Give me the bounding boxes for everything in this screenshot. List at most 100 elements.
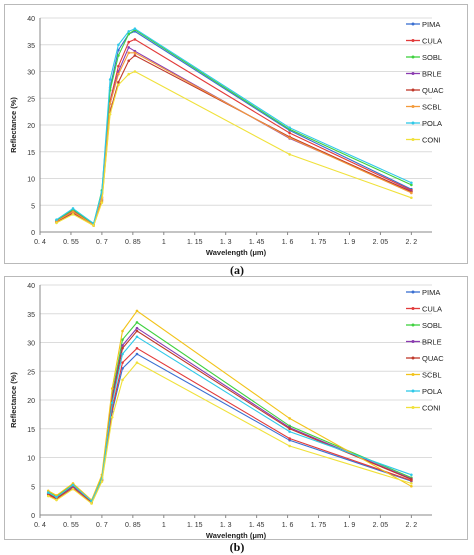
x-tick-label: 0. 85 (125, 522, 141, 529)
series-line-coni (48, 361, 412, 505)
data-point-brle (121, 344, 124, 347)
legend-label-coni: CONI (422, 136, 441, 145)
x-tick-label: 1. 3 (220, 239, 232, 246)
data-point-coni (410, 196, 413, 200)
data-point-sobl (117, 54, 120, 57)
y-tick-label: 40 (27, 16, 35, 23)
y-tick-label: 20 (27, 123, 35, 130)
data-point-pola (117, 43, 120, 47)
data-point-quac (121, 346, 124, 350)
legend-label-brle: BRLE (422, 338, 442, 347)
y-tick-label: 5 (31, 203, 35, 210)
legend-marker-pima (411, 290, 415, 294)
y-tick-label: 35 (27, 43, 35, 50)
data-point-brle (127, 46, 131, 49)
data-point-quac (117, 80, 120, 84)
data-point-pola (71, 207, 75, 210)
legend-label-cula: CULA (422, 37, 442, 46)
x-tick-label: 0. 55 (63, 522, 79, 529)
data-point-pola (55, 218, 58, 221)
data-point-pola (288, 430, 291, 433)
x-tick-label: 1. 9 (344, 522, 356, 529)
legend-marker-coni (411, 138, 415, 141)
y-tick-label: 20 (27, 398, 35, 405)
y-tick-label: 30 (27, 341, 35, 348)
data-point-coni (117, 83, 120, 87)
x-tick-label: 2. 2 (406, 522, 418, 529)
y-tick-label: 10 (27, 177, 35, 184)
x-tick-label: 0. 7 (96, 239, 108, 246)
legend-label-coni: CONI (422, 404, 441, 413)
x-tick-label: 0. 7 (96, 522, 108, 529)
data-point-scbl (110, 387, 114, 390)
x-tick-label: 0. 4 (34, 239, 46, 246)
data-point-coni (55, 498, 58, 502)
y-tick-label: 35 (27, 312, 35, 319)
data-point-scbl (133, 51, 137, 55)
legend-marker-scbl (411, 105, 415, 108)
data-point-scbl (121, 329, 124, 333)
series-line-sobl (56, 29, 412, 225)
series-line-scbl (56, 52, 412, 226)
data-point-pola (410, 181, 413, 185)
y-tick-label: 15 (27, 427, 35, 434)
x-tick-label: 1 (162, 239, 166, 246)
data-point-coni (135, 361, 139, 364)
data-point-cula (288, 437, 291, 440)
legend-label-brle: BRLE (422, 70, 442, 79)
data-point-pima (135, 352, 139, 356)
x-axis-label: Wavelength (μm) (206, 248, 267, 257)
legend-marker-sobl (411, 55, 415, 59)
data-point-coni (410, 482, 413, 485)
data-point-coni (108, 113, 112, 116)
legend-label-pola: POLA (422, 119, 442, 128)
legend-marker-pola (411, 389, 415, 393)
data-point-pola (410, 473, 413, 477)
data-point-pola (133, 27, 137, 31)
series-line-scbl (48, 310, 412, 502)
legend-label-pola: POLA (422, 387, 442, 396)
x-tick-label: 2. 2 (406, 239, 418, 246)
data-point-coni (100, 480, 104, 483)
y-axis-label: Reflectance (%) (9, 97, 18, 153)
chart-frame-a (4, 4, 468, 264)
y-tick-label: 0 (31, 513, 35, 520)
legend-marker-scbl (411, 373, 415, 376)
data-point-sobl (121, 338, 124, 341)
caption-a: (a) (230, 263, 244, 277)
data-point-scbl (410, 484, 413, 488)
series-line-coni (56, 70, 412, 227)
y-axis-label: Reflectance (%) (9, 372, 18, 428)
legend-marker-cula (411, 307, 415, 310)
data-point-coni (288, 153, 291, 156)
legend-marker-coni (411, 406, 415, 409)
data-point-scbl (117, 72, 120, 76)
data-point-cula (133, 38, 137, 41)
data-point-quac (288, 427, 291, 431)
data-point-cula (117, 64, 120, 68)
y-tick-label: 30 (27, 70, 35, 77)
data-point-cula (135, 346, 139, 350)
data-point-cula (121, 361, 124, 364)
data-point-scbl (71, 210, 75, 213)
caption-b: (b) (229, 540, 245, 554)
data-point-coni (110, 415, 114, 419)
data-point-sobl (135, 321, 139, 324)
x-tick-label: 1. 6 (282, 239, 294, 246)
data-point-scbl (288, 136, 291, 140)
y-tick-label: 25 (27, 369, 35, 376)
data-point-scbl (410, 191, 413, 195)
data-point-quac (410, 478, 413, 481)
data-point-scbl (288, 417, 291, 420)
x-tick-label: 1. 75 (311, 239, 327, 246)
x-tick-label: 1. 45 (249, 239, 265, 246)
data-point-pola (71, 483, 75, 487)
legend-label-scbl: SCBL (422, 371, 442, 380)
data-point-coni (55, 221, 58, 225)
data-point-cula (127, 40, 131, 44)
data-point-quac (135, 329, 139, 333)
x-tick-label: 1 (162, 522, 166, 529)
data-point-pola (108, 78, 112, 81)
x-axis-label: Wavelength (μm) (206, 531, 267, 540)
x-tick-label: 1. 45 (249, 522, 265, 529)
